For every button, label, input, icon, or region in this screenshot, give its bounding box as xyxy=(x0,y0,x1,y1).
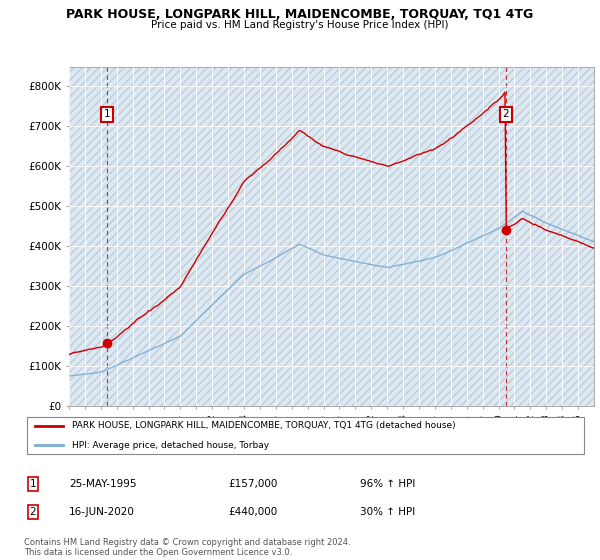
Text: 1: 1 xyxy=(29,479,37,489)
Text: 25-MAY-1995: 25-MAY-1995 xyxy=(69,479,137,489)
Text: 1: 1 xyxy=(103,109,110,119)
Text: 96% ↑ HPI: 96% ↑ HPI xyxy=(360,479,415,489)
Text: £440,000: £440,000 xyxy=(228,507,277,517)
Text: Price paid vs. HM Land Registry's House Price Index (HPI): Price paid vs. HM Land Registry's House … xyxy=(151,20,449,30)
Text: Contains HM Land Registry data © Crown copyright and database right 2024.
This d: Contains HM Land Registry data © Crown c… xyxy=(24,538,350,557)
Text: £157,000: £157,000 xyxy=(228,479,277,489)
Bar xyxy=(69,67,594,406)
Text: 30% ↑ HPI: 30% ↑ HPI xyxy=(360,507,415,517)
Text: HPI: Average price, detached house, Torbay: HPI: Average price, detached house, Torb… xyxy=(72,441,269,450)
FancyBboxPatch shape xyxy=(27,417,584,454)
Text: PARK HOUSE, LONGPARK HILL, MAIDENCOMBE, TORQUAY, TQ1 4TG (detached house): PARK HOUSE, LONGPARK HILL, MAIDENCOMBE, … xyxy=(72,421,455,430)
Text: PARK HOUSE, LONGPARK HILL, MAIDENCOMBE, TORQUAY, TQ1 4TG: PARK HOUSE, LONGPARK HILL, MAIDENCOMBE, … xyxy=(67,8,533,21)
Text: 16-JUN-2020: 16-JUN-2020 xyxy=(69,507,135,517)
Text: 2: 2 xyxy=(503,109,509,119)
Text: 2: 2 xyxy=(29,507,37,517)
